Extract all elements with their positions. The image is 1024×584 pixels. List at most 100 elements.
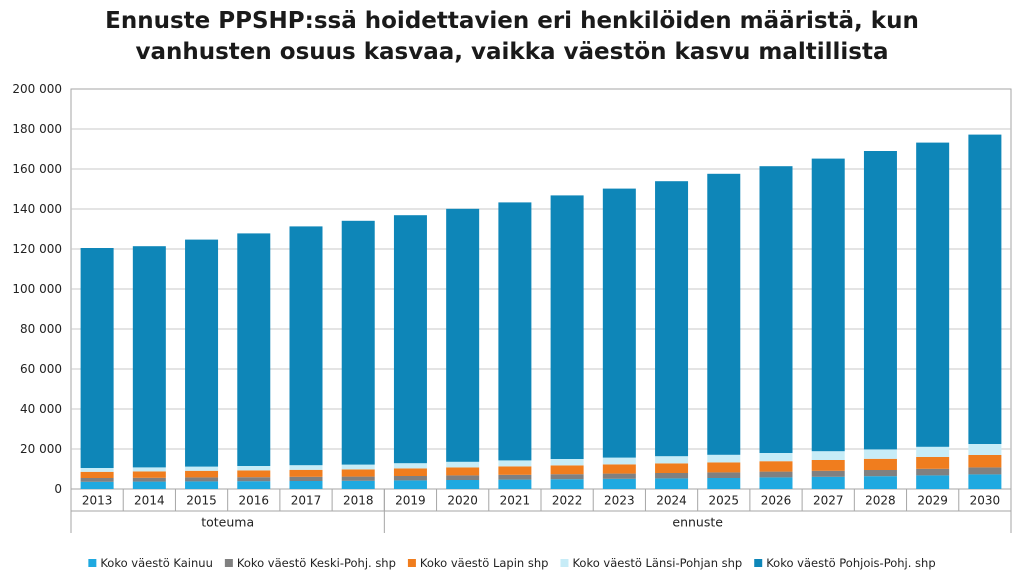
x-tick-label: 2026	[761, 494, 792, 508]
bar-segment-2029-series-3	[916, 446, 950, 457]
legend-swatch-0	[88, 559, 97, 567]
bar-segment-2015-series-0	[185, 481, 219, 489]
bar-segment-2025-series-0	[707, 478, 741, 489]
bar-segment-2018-series-3	[341, 464, 375, 470]
chart-title-line-1: Ennuste PPSHP:ssä hoidettavien eri henki…	[105, 8, 919, 34]
bar-segment-2030-series-0	[968, 474, 1002, 489]
bar-segment-2029-series-4	[916, 142, 950, 447]
x-tick-label: 2014	[134, 494, 165, 508]
bar-segment-2027-series-0	[811, 476, 845, 489]
bar-segment-2013-series-2	[80, 471, 114, 478]
bar-segment-2013-series-3	[80, 468, 114, 472]
bar-segment-2015-series-3	[185, 466, 219, 471]
bar-segment-2024-series-4	[655, 181, 689, 457]
bar-segment-2023-series-3	[602, 457, 636, 465]
bar-segment-2016-series-4	[237, 233, 271, 466]
y-tick-label: 0	[54, 482, 62, 496]
bar-segment-2015-series-4	[185, 239, 219, 467]
x-tick-label: 2025	[709, 494, 740, 508]
bar-segment-2014-series-4	[132, 246, 166, 468]
bar-segment-2025-series-1	[707, 472, 741, 478]
bar-segment-2019-series-4	[393, 215, 427, 464]
bar-segment-2023-series-4	[602, 188, 636, 458]
bar-segment-2028-series-2	[863, 458, 897, 470]
legend-swatch-1	[224, 559, 233, 567]
y-tick-label: 80 000	[20, 322, 62, 336]
chart-title-line-2: vanhusten osuus kasvaa, vaikka väestön k…	[135, 39, 889, 65]
legend-label-2: Koko väestö Lapin shp	[420, 556, 549, 570]
bar-segment-2028-series-0	[863, 476, 897, 489]
bar-segment-2024-series-1	[655, 473, 689, 479]
y-tick-label: 160 000	[12, 162, 62, 176]
x-tick-label: 2028	[865, 494, 896, 508]
bar-segment-2028-series-3	[863, 449, 897, 459]
bar-segment-2019-series-0	[393, 480, 427, 489]
x-tick-label: 2024	[656, 494, 687, 508]
bar-segment-2019-series-3	[393, 463, 427, 469]
bar-segment-2026-series-2	[759, 461, 793, 472]
y-tick-label: 200 000	[12, 82, 62, 96]
bar-segment-2020-series-4	[446, 208, 480, 462]
bar-segment-2030-series-4	[968, 134, 1002, 444]
group-label-0: toteuma	[201, 515, 254, 530]
bar-segment-2025-series-3	[707, 454, 741, 463]
x-tick-label: 2030	[970, 494, 1001, 508]
bar-segment-2016-series-1	[237, 477, 271, 482]
bar-segment-2018-series-1	[341, 476, 375, 481]
bar-segment-2016-series-3	[237, 466, 271, 471]
bar-segment-2025-series-4	[707, 173, 741, 455]
bar-segment-2023-series-0	[602, 478, 636, 489]
bar-segment-2014-series-3	[132, 467, 166, 472]
bar-segment-2023-series-1	[602, 473, 636, 479]
bar-segment-2014-series-2	[132, 471, 166, 478]
y-tick-label: 60 000	[20, 362, 62, 376]
chart-title: Ennuste PPSHP:ssä hoidettavien eri henki…	[0, 6, 1024, 68]
bar-segment-2017-series-4	[289, 226, 323, 466]
bar-segment-2022-series-0	[550, 479, 584, 489]
bar-segment-2029-series-2	[916, 457, 950, 469]
x-tick-label: 2021	[500, 494, 531, 508]
bar-segment-2024-series-3	[655, 456, 689, 464]
y-tick-label: 20 000	[20, 442, 62, 456]
bar-segment-2013-series-0	[80, 481, 114, 489]
legend-label-0: Koko väestö Kainuu	[100, 556, 213, 570]
bar-segment-2018-series-2	[341, 469, 375, 477]
bar-segment-2021-series-4	[498, 202, 532, 461]
bar-segment-2026-series-0	[759, 477, 793, 489]
bar-segment-2029-series-1	[916, 468, 950, 476]
bar-segment-2024-series-2	[655, 463, 689, 473]
bar-segment-2027-series-3	[811, 451, 845, 460]
bar-segment-2022-series-2	[550, 465, 584, 475]
bar-segment-2014-series-1	[132, 477, 166, 482]
bar-segment-2024-series-0	[655, 478, 689, 489]
x-tick-label: 2019	[395, 494, 426, 508]
bar-segment-2022-series-4	[550, 195, 584, 459]
x-tick-label: 2017	[291, 494, 322, 508]
bar-segment-2026-series-1	[759, 471, 793, 478]
x-tick-label: 2022	[552, 494, 583, 508]
bar-segment-2027-series-2	[811, 460, 845, 471]
x-tick-label: 2020	[447, 494, 478, 508]
y-tick-label: 40 000	[20, 402, 62, 416]
bar-segment-2017-series-2	[289, 469, 323, 477]
bar-segment-2022-series-1	[550, 474, 584, 480]
bar-segment-2020-series-1	[446, 475, 480, 480]
bar-segment-2014-series-0	[132, 481, 166, 489]
bar-segment-2030-series-1	[968, 467, 1002, 475]
bar-segment-2016-series-2	[237, 470, 271, 478]
bar-segment-2030-series-3	[968, 444, 1002, 455]
x-tick-label: 2027	[813, 494, 844, 508]
y-tick-label: 120 000	[12, 242, 62, 256]
bar-segment-2023-series-2	[602, 464, 636, 474]
bar-segment-2020-series-2	[446, 467, 480, 476]
bar-segment-2018-series-0	[341, 480, 375, 489]
bar-segment-2017-series-1	[289, 476, 323, 481]
bar-segment-2028-series-4	[863, 151, 897, 450]
bar-segment-2028-series-1	[863, 470, 897, 477]
bar-segment-2019-series-1	[393, 476, 427, 481]
bar-segment-2029-series-0	[916, 475, 950, 489]
legend-label-1: Koko väestö Keski-Pohj. shp	[237, 556, 396, 570]
y-tick-label: 180 000	[12, 122, 62, 136]
y-tick-label: 140 000	[12, 202, 62, 216]
